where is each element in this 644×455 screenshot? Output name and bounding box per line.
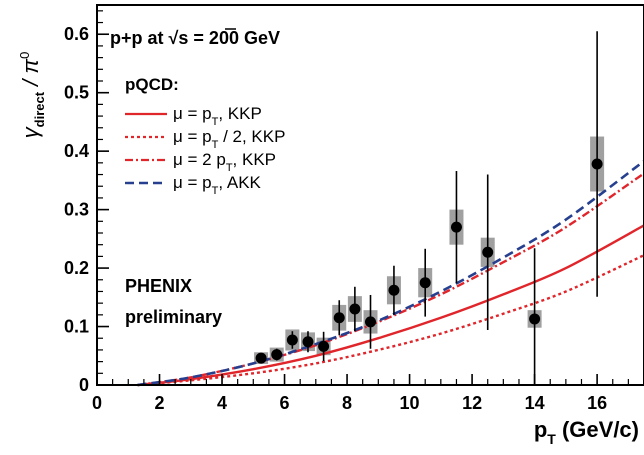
pqcd-title: pQCD: bbox=[125, 75, 179, 94]
y-axis-title-slash: / π bbox=[18, 58, 43, 92]
legend-label-sub: T bbox=[226, 162, 233, 174]
y-tick-label: 0.3 bbox=[64, 200, 89, 220]
x-tick-label: 4 bbox=[217, 393, 227, 413]
data-point bbox=[302, 336, 314, 348]
y-tick-label: 0.4 bbox=[64, 141, 89, 161]
system-post: = 200 GeV bbox=[188, 28, 280, 48]
legend-item-kkp-double: μ = 2 pT, KKP bbox=[125, 150, 276, 174]
preliminary-label: preliminary bbox=[125, 307, 222, 327]
data-point bbox=[255, 352, 267, 364]
data-point bbox=[482, 246, 494, 258]
svg-text:μ = pT, AKK: μ = pT, AKK bbox=[173, 173, 262, 197]
y-tick-label: 0 bbox=[79, 375, 89, 395]
experiment-label: PHENIX bbox=[125, 276, 192, 296]
axis-ticks: 0 2 4 6 8 10 12 14 16 0 0.1 0.2 0.3 0.4 0.5 0.6 bbox=[64, 10, 629, 413]
system-sqrt-s: s bbox=[178, 28, 188, 48]
theory-curve-1 bbox=[137, 224, 644, 387]
data-point bbox=[529, 313, 541, 325]
theory-curve-4 bbox=[137, 160, 644, 387]
svg-text:μ = pT / 2, KKP: μ = pT / 2, KKP bbox=[173, 127, 285, 151]
legend-label-pre: μ = 2 p bbox=[173, 150, 226, 169]
x-axis-title-rest: (GeV/c) bbox=[556, 417, 639, 442]
legend-label-pre: μ = p bbox=[173, 173, 212, 192]
x-tick-label: 6 bbox=[280, 393, 290, 413]
legend-label-pre: μ = p bbox=[173, 127, 212, 146]
legend-label-post: , KKP bbox=[233, 150, 276, 169]
data-point bbox=[365, 316, 376, 328]
legend: μ = pT, KKP μ = pT / 2, KKP μ = 2 pT, KK… bbox=[125, 104, 285, 197]
legend-label-sub: T bbox=[212, 116, 219, 128]
x-tick-label: 12 bbox=[462, 393, 482, 413]
data-point bbox=[450, 221, 462, 233]
plot-frame bbox=[96, 4, 644, 386]
legend-label-post: / 2, KKP bbox=[218, 127, 285, 146]
data-point bbox=[333, 312, 345, 324]
data-point bbox=[286, 334, 298, 346]
legend-item-kkp-half: μ = pT / 2, KKP bbox=[125, 127, 285, 151]
data-point bbox=[349, 303, 361, 315]
sqrt-symbol: √ bbox=[169, 28, 179, 48]
x-axis-title: pT (GeV/c) bbox=[534, 417, 639, 447]
x-tick-label: 16 bbox=[587, 393, 607, 413]
x-axis-title-main: p bbox=[534, 417, 547, 442]
y-axis-title: γdirect / π0 bbox=[17, 52, 47, 139]
x-tick-label: 8 bbox=[342, 393, 352, 413]
legend-label-pre: μ = p bbox=[173, 104, 212, 123]
y-tick-label: 0.6 bbox=[64, 24, 89, 44]
y-axis-title-sup: 0 bbox=[17, 52, 32, 59]
svg-text:p+p at √s = 200 GeV: p+p at √s = 200 GeV bbox=[110, 28, 280, 48]
data-point bbox=[591, 158, 603, 170]
x-tick-label: 2 bbox=[155, 393, 165, 413]
legend-item-akk: μ = pT, AKK bbox=[125, 173, 262, 197]
legend-label-sub: T bbox=[212, 185, 219, 197]
y-axis-title-main: γ bbox=[18, 125, 43, 138]
y-tick-label: 0.5 bbox=[64, 83, 89, 103]
data-point bbox=[271, 349, 283, 361]
legend-label-post: , AKK bbox=[218, 173, 261, 192]
theory-curve-2 bbox=[137, 254, 644, 387]
legend-label-post: , KKP bbox=[218, 104, 261, 123]
plot-layer bbox=[137, 31, 644, 387]
data-point bbox=[388, 284, 400, 296]
y-axis-title-sub: direct bbox=[32, 91, 47, 127]
x-axis-title-sub: T bbox=[547, 431, 556, 447]
y-tick-label: 0.1 bbox=[64, 317, 89, 337]
system-pre: p+p at bbox=[110, 28, 169, 48]
data-point bbox=[419, 277, 431, 289]
x-tick-label: 14 bbox=[525, 393, 545, 413]
svg-text:μ = pT, KKP: μ = pT, KKP bbox=[173, 104, 262, 128]
x-tick-label: 0 bbox=[92, 393, 102, 413]
y-tick-label: 0.2 bbox=[64, 258, 89, 278]
svg-text:μ = 2 pT, KKP: μ = 2 pT, KKP bbox=[173, 150, 276, 174]
data-point bbox=[318, 340, 330, 352]
legend-label-sub: T bbox=[212, 139, 219, 151]
system-annotation: p+p at √s = 200 GeV bbox=[110, 28, 280, 48]
legend-item-kkp: μ = pT, KKP bbox=[125, 104, 262, 128]
x-tick-label: 10 bbox=[400, 393, 420, 413]
